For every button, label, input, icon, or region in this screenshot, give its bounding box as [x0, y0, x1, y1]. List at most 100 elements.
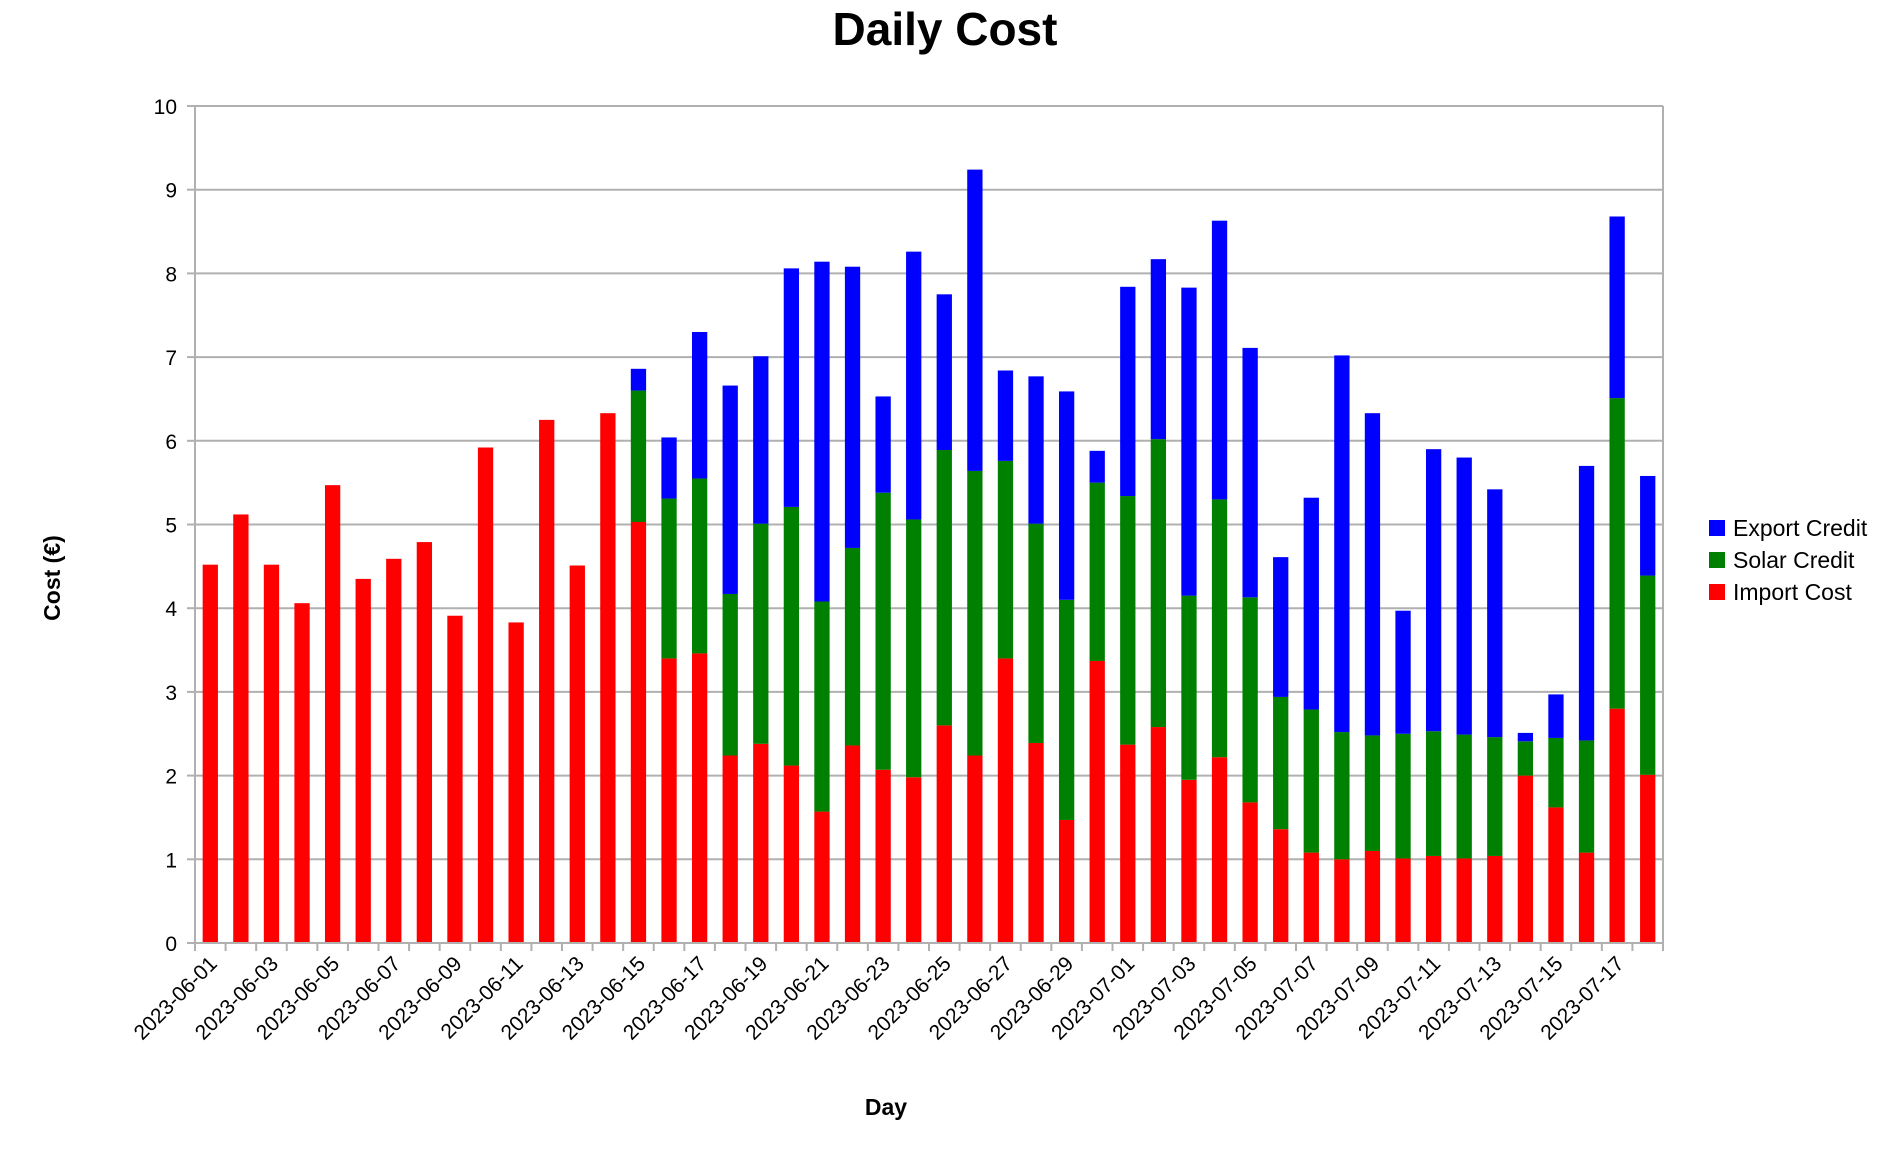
bar-import-cost [906, 777, 922, 943]
bar-solar-credit [1395, 733, 1411, 859]
bar-export-credit [691, 331, 708, 479]
bar-solar-credit [1517, 741, 1534, 776]
bar-import-cost [814, 811, 830, 943]
bar-solar-credit [936, 450, 952, 726]
bar-solar-credit [1120, 496, 1136, 745]
bar-export-credit [1181, 287, 1197, 596]
bar-import-cost [1425, 855, 1442, 943]
bar-solar-credit [967, 470, 983, 756]
bar-solar-credit [1609, 398, 1625, 709]
bars [202, 169, 1656, 944]
bar-import-cost [1273, 829, 1289, 943]
bar-solar-credit [1028, 523, 1044, 743]
legend-swatch-export-credit [1709, 520, 1725, 536]
legend-swatch-import-cost [1709, 584, 1725, 600]
bar-export-credit [753, 356, 769, 524]
y-tick-label: 6 [165, 431, 177, 454]
x-axis-title: Day [865, 1094, 907, 1120]
bar-solar-credit [753, 523, 769, 744]
bar-import-cost [294, 603, 310, 943]
bar-solar-credit [1242, 597, 1258, 803]
bar-import-cost [691, 653, 708, 943]
bar-solar-credit [997, 460, 1014, 659]
grid-lines [195, 105, 1663, 861]
bar-solar-credit [1456, 734, 1472, 859]
bar-export-credit [906, 251, 922, 520]
bar-export-credit [1028, 376, 1044, 524]
bar-export-credit [1303, 497, 1319, 710]
bar-import-cost [1181, 779, 1197, 943]
bar-import-cost [416, 542, 433, 943]
bar-solar-credit [814, 601, 830, 812]
bar-export-credit [844, 266, 861, 548]
bar-import-cost [1242, 802, 1258, 943]
bar-import-cost [722, 755, 738, 943]
x-tick-labels: 2023-06-012023-06-032023-06-052023-06-07… [130, 943, 1664, 1044]
bar-solar-credit [1181, 595, 1197, 780]
bar-solar-credit [691, 478, 708, 654]
bar-import-cost [324, 485, 341, 943]
bar-import-cost [1303, 852, 1319, 943]
bar-export-credit [661, 437, 677, 499]
bar-export-credit [1120, 286, 1136, 497]
bar-import-cost [967, 755, 983, 943]
bar-import-cost [1517, 775, 1534, 943]
y-tick-label: 7 [165, 347, 177, 370]
legend-label-solar-credit: Solar Credit [1733, 547, 1855, 573]
bar-import-cost [447, 615, 463, 943]
y-tick-label: 0 [165, 933, 177, 956]
bar-solar-credit [1578, 740, 1595, 853]
bar-export-credit [1395, 610, 1411, 734]
bar-export-credit [1089, 450, 1105, 483]
bar-import-cost [569, 565, 585, 943]
bar-import-cost [508, 622, 524, 943]
bar-export-credit [630, 368, 647, 391]
bar-export-credit [1211, 220, 1228, 500]
y-tick-label: 4 [165, 598, 177, 621]
bar-export-credit [1058, 391, 1075, 600]
bar-import-cost [1120, 744, 1136, 943]
bar-solar-credit [906, 519, 922, 778]
y-tick-label: 1 [165, 849, 177, 872]
bar-import-cost [1640, 774, 1656, 943]
bar-import-cost [661, 658, 677, 943]
bar-export-credit [1242, 347, 1258, 598]
bar-import-cost [1334, 859, 1350, 943]
bar-import-cost [539, 419, 555, 943]
bar-import-cost [1456, 858, 1472, 943]
legend-label-import-cost: Import Cost [1733, 579, 1852, 605]
bar-solar-credit [1640, 575, 1656, 775]
legend-swatch-solar-credit [1709, 552, 1725, 568]
bar-export-credit [1609, 216, 1625, 399]
bar-import-cost [783, 765, 800, 943]
bar-export-credit [1150, 259, 1167, 440]
bar-import-cost [1058, 819, 1075, 943]
bar-export-credit [814, 261, 830, 602]
y-tick-label: 2 [165, 766, 177, 789]
bar-solar-credit [844, 547, 861, 746]
bar-import-cost [263, 564, 280, 943]
bar-solar-credit [783, 506, 800, 766]
bar-solar-credit [1548, 737, 1564, 808]
bar-import-cost [233, 514, 249, 943]
bar-export-credit [936, 294, 952, 451]
bar-solar-credit [1058, 599, 1075, 820]
bar-solar-credit [1211, 499, 1228, 758]
y-tick-label: 9 [165, 180, 177, 203]
bar-import-cost [1548, 807, 1564, 943]
bar-import-cost [997, 658, 1014, 943]
bar-import-cost [1089, 660, 1105, 943]
chart-title: Daily Cost [833, 3, 1058, 55]
bar-export-credit [1425, 449, 1442, 732]
bar-import-cost [875, 769, 891, 943]
bar-solar-credit [722, 593, 738, 756]
bar-import-cost [753, 743, 769, 943]
bar-solar-credit [1487, 737, 1503, 856]
bar-import-cost [1364, 850, 1381, 943]
bar-export-credit [1456, 457, 1472, 735]
bar-import-cost [1487, 855, 1503, 943]
bar-export-credit [875, 396, 891, 493]
bar-solar-credit [1303, 709, 1319, 853]
